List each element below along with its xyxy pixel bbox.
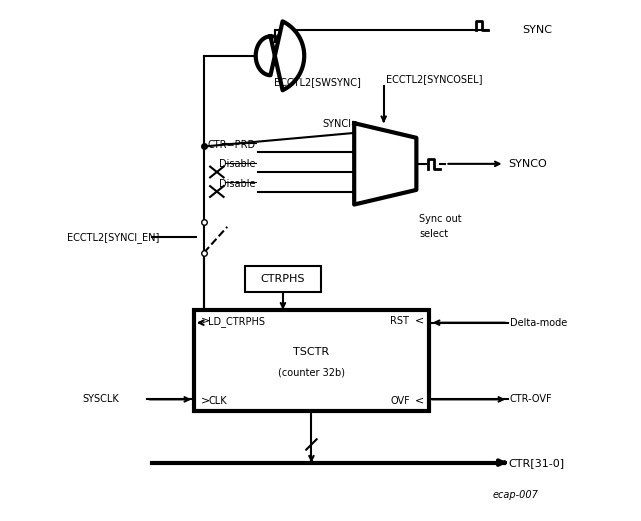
Text: ECCTL2[SYNCI_EN]: ECCTL2[SYNCI_EN] bbox=[67, 232, 159, 243]
Polygon shape bbox=[256, 21, 304, 90]
Text: LD_CTRPHS: LD_CTRPHS bbox=[208, 316, 265, 327]
Text: SYNC: SYNC bbox=[522, 25, 553, 35]
Text: CTR-OVF: CTR-OVF bbox=[510, 394, 553, 404]
Text: (counter 32b): (counter 32b) bbox=[278, 367, 345, 377]
Text: select: select bbox=[419, 229, 448, 240]
Text: Disable: Disable bbox=[219, 159, 256, 169]
Text: CLK: CLK bbox=[208, 395, 227, 406]
Text: ECCTL2[SYNCOSEL]: ECCTL2[SYNCOSEL] bbox=[387, 75, 483, 84]
Text: TSCTR: TSCTR bbox=[294, 347, 329, 357]
Text: <: < bbox=[415, 316, 424, 326]
Text: CTRPHS: CTRPHS bbox=[261, 274, 305, 283]
Text: SYSCLK: SYSCLK bbox=[82, 394, 119, 404]
Text: SYNCI: SYNCI bbox=[322, 119, 352, 129]
Text: RST: RST bbox=[390, 316, 410, 326]
Text: SYNCO: SYNCO bbox=[508, 159, 547, 169]
Text: Disable: Disable bbox=[219, 179, 256, 189]
Text: >: > bbox=[201, 395, 210, 406]
Bar bbox=[246, 266, 320, 292]
Text: CTR=PRD: CTR=PRD bbox=[208, 140, 256, 150]
Text: Delta-mode: Delta-mode bbox=[510, 318, 567, 328]
Text: <: < bbox=[415, 395, 424, 406]
Text: OVF: OVF bbox=[390, 395, 410, 406]
Text: Sync out: Sync out bbox=[419, 214, 462, 224]
Text: >: > bbox=[201, 316, 210, 326]
Text: ECCTL2[SWSYNC]: ECCTL2[SWSYNC] bbox=[274, 77, 362, 88]
Bar bbox=[194, 309, 429, 411]
Text: CTR[31-0]: CTR[31-0] bbox=[508, 457, 564, 468]
Polygon shape bbox=[354, 123, 417, 205]
Text: ecap-007: ecap-007 bbox=[492, 490, 538, 500]
